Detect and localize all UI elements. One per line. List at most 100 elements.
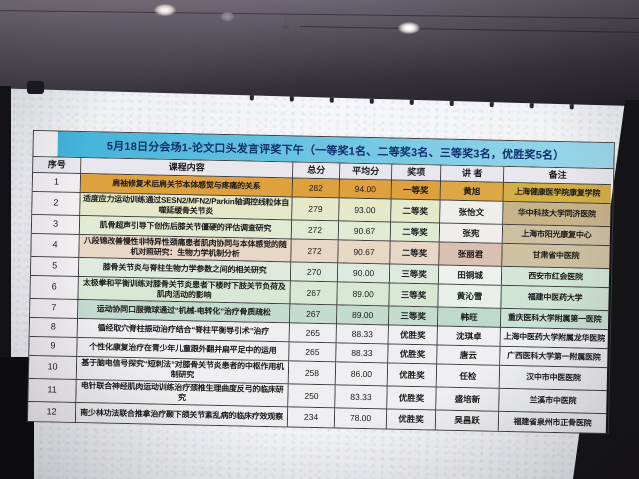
cell-remark: 上海中医药大学附属龙华医院 <box>500 327 608 350</box>
cell-remark: 福建省泉州市正骨医院 <box>498 411 607 434</box>
ceiling-light <box>398 22 420 34</box>
cell-content: 南少林功法联合推拿治疗颞下颌关节紊乱病的临床疗效观察 <box>75 402 289 427</box>
cell-award: 三等奖 <box>389 283 439 308</box>
cell-award: 优胜奖 <box>386 409 437 430</box>
cell-award: 优胜奖 <box>388 344 438 365</box>
cell-speaker: 唐云 <box>437 345 501 366</box>
ceiling-wire <box>0 10 639 19</box>
cell-score: 258 <box>288 361 337 386</box>
cell-award: 优胜奖 <box>388 325 438 346</box>
screen-clip <box>569 104 574 110</box>
cell-score: 250 <box>288 384 336 409</box>
cell-award: 优胜奖 <box>387 363 438 388</box>
cell-score: 282 <box>292 178 341 199</box>
cell-no: 8 <box>29 317 79 338</box>
cell-speaker: 张丽君 <box>439 242 503 267</box>
cell-speaker: 黄沁雪 <box>438 284 502 309</box>
cell-award: 三等奖 <box>389 264 440 285</box>
cell-speaker: 盛培新 <box>436 387 500 412</box>
cell-avg: 78.00 <box>334 408 388 429</box>
cell-score: 272 <box>291 220 340 241</box>
cell-remark: 汉中市中医医院 <box>499 365 608 392</box>
cell-no: 7 <box>30 298 79 319</box>
cell-speaker: 黄旭 <box>440 181 504 202</box>
cell-no: 11 <box>28 378 77 403</box>
ceiling-wire <box>300 26 639 33</box>
cell-speaker: 张宪 <box>439 223 504 244</box>
screen-clip <box>409 99 414 105</box>
cell-no: 4 <box>31 233 80 258</box>
screen-clip <box>289 96 294 102</box>
cell-no: 1 <box>32 173 82 194</box>
foreground-object <box>27 81 44 94</box>
ceiling <box>0 0 639 104</box>
cell-speaker: 任检 <box>436 364 501 389</box>
cell-remark: 重庆医科大学附属第一医院 <box>500 308 609 331</box>
cell-award: 二等奖 <box>390 241 440 266</box>
cell-no: 3 <box>31 215 81 236</box>
cell-no: 12 <box>27 401 77 422</box>
header-avg: 平均分 <box>340 163 393 181</box>
title-blank-cell <box>33 131 58 157</box>
cell-speaker: 田铜城 <box>438 265 503 286</box>
cell-score: 267 <box>290 304 338 325</box>
header-speaker: 讲 者 <box>441 165 505 183</box>
screen-clip <box>329 97 334 103</box>
cell-no: 10 <box>28 355 78 380</box>
cell-remark: 兰溪市中医院 <box>499 388 607 415</box>
cell-avg: 86.00 <box>335 362 389 387</box>
cell-award: 优胜奖 <box>387 386 437 411</box>
cell-award: 一等奖 <box>391 180 442 201</box>
cell-no: 9 <box>29 336 78 357</box>
cell-speaker: 张怡文 <box>440 200 504 225</box>
screen-clip <box>449 100 454 107</box>
smoke-detector <box>221 12 234 21</box>
cell-score: 234 <box>287 407 336 428</box>
cell-no: 2 <box>32 192 81 217</box>
cell-avg: 90.67 <box>338 240 391 265</box>
header-score: 总分 <box>293 162 341 180</box>
cell-avg: 83.33 <box>335 385 388 410</box>
cell-remark: 福建中医药大学 <box>501 285 609 312</box>
header-award: 奖项 <box>392 164 442 182</box>
sprinkler-head <box>282 16 289 29</box>
cell-score: 270 <box>290 262 339 283</box>
cell-score: 272 <box>291 239 339 264</box>
cell-avg: 90.67 <box>338 221 392 242</box>
cell-avg: 93.00 <box>339 198 392 223</box>
screen-clip <box>489 102 494 108</box>
cell-speaker: 吴昌跃 <box>435 410 500 431</box>
cell-speaker: 沈琪卓 <box>437 326 501 347</box>
cell-remark: 上海市阳光康复中心 <box>502 224 611 247</box>
cell-score: 265 <box>289 342 337 363</box>
cell-remark: 甘肃省中医院 <box>502 243 610 270</box>
ceiling-light <box>154 4 176 16</box>
cell-score: 267 <box>290 281 338 306</box>
award-table: 5月18日分会场1-论文口头发言评奖下午（一等奖1名、二等奖3名、三等奖3名，优… <box>26 130 615 435</box>
cell-score: 265 <box>289 323 337 344</box>
screen-clip <box>249 95 254 101</box>
table-body: 1 肩袖修复术后肩关节本体感觉与疼痛的关系 282 94.00 一等奖 黄旭 上海健康医学院… <box>27 173 613 434</box>
cell-avg: 94.00 <box>339 179 393 200</box>
cell-award: 三等奖 <box>388 306 439 327</box>
header-no: 序号 <box>33 157 82 175</box>
cell-award: 二等奖 <box>390 222 441 243</box>
cell-remark: 西安市红会医院 <box>501 266 610 289</box>
dark-edge-left <box>0 86 11 479</box>
cell-score: 279 <box>292 197 340 222</box>
cell-remark: 广西医科大学第一附属医院 <box>500 346 608 369</box>
cell-award: 二等奖 <box>391 199 441 224</box>
cell-speaker: 韩旺 <box>437 307 502 328</box>
cell-no: 5 <box>30 256 80 277</box>
cell-avg: 89.00 <box>337 282 390 307</box>
cell-remark: 上海健康医学院康复学院 <box>503 182 611 205</box>
cell-avg: 88.33 <box>336 343 389 364</box>
screen-clip <box>369 98 374 104</box>
cell-avg: 90.00 <box>337 263 391 284</box>
cell-avg: 89.00 <box>336 305 390 326</box>
cell-avg: 88.33 <box>336 324 389 345</box>
screen-clip <box>529 103 534 109</box>
cell-remark: 华中科技大学同济医院 <box>503 201 611 228</box>
cell-no: 6 <box>30 275 79 300</box>
